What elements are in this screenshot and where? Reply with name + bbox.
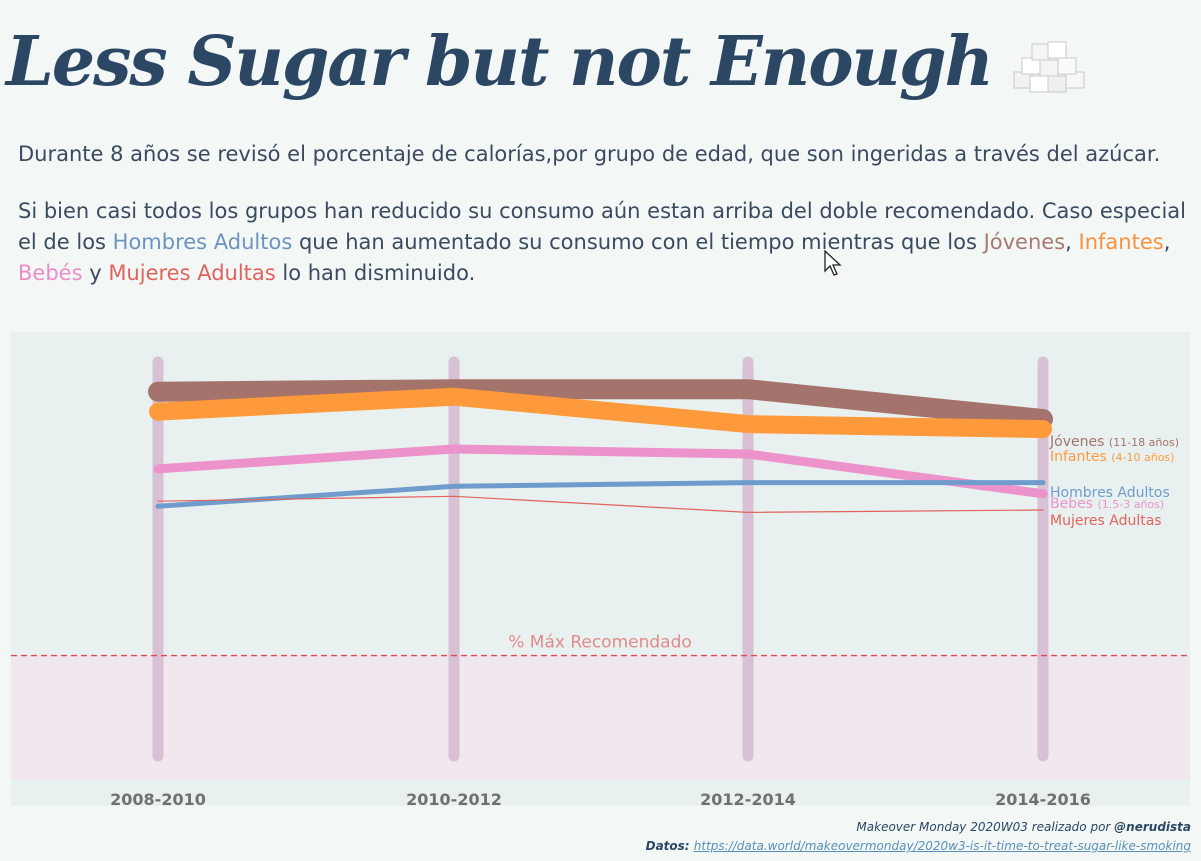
data-source-link[interactable]: https://data.world/makeovermonday/2020w3…: [693, 839, 1191, 853]
x-tick-label: 2010-2012: [406, 790, 502, 809]
highlight-hombres: Hombres Adultos: [112, 230, 293, 254]
series-end-label: Infantes (4-10 años): [1050, 449, 1174, 465]
credit-line: Makeover Monday 2020W03 realizado por @n…: [856, 820, 1191, 834]
data-label: Datos:: [645, 839, 694, 853]
intro-paragraph-2: Si bien casi todos los grupos han reduci…: [18, 196, 1188, 289]
highlight-mujeres: Mujeres Adultas: [108, 261, 276, 285]
intro-text-a: Si bien casi todos los grupos han reduci…: [18, 199, 1187, 254]
sugar-cubes-image: [1013, 41, 1085, 93]
highlight-bebes: Bebés: [18, 261, 83, 285]
mouse-cursor-icon: [824, 250, 842, 276]
intro-text-c: lo han disminuido.: [275, 261, 476, 285]
series-end-label: Mujeres Adultas: [1050, 513, 1162, 529]
series-line: [149, 387, 1052, 439]
series-end-label: Hombres Adultos: [1050, 485, 1170, 501]
recommended-zone: [11, 655, 1190, 780]
intro-line-1: Durante 8 años se revisó el porcentaje d…: [18, 142, 1161, 166]
intro-and: y: [82, 261, 109, 285]
series-line: [148, 379, 1053, 430]
x-tick-label: 2008-2010: [110, 790, 206, 809]
highlight-jovenes: Jóvenes: [983, 230, 1066, 254]
intro-comma-1: ,: [1065, 230, 1072, 254]
series-end-label: Bebes (1.5-3 años): [1050, 496, 1164, 512]
series-end-label: Jóvenes (11-18 años): [1049, 434, 1179, 450]
recommended-label: % Máx Recomendado: [508, 633, 692, 653]
series-line: [157, 495, 1044, 514]
intro-text-b: que han aumentado su consumo con el tiem…: [292, 230, 984, 254]
data-source-line: Datos: https://data.world/makeovermonday…: [646, 839, 1191, 853]
intro-comma-2: ,: [1163, 230, 1171, 254]
credit-prefix: Makeover Monday 2020W03 realizado por: [856, 820, 1115, 834]
series-line: [153, 444, 1048, 499]
page-title: Less Sugar but not Enough: [6, 22, 994, 102]
credit-author: @nerudista: [1114, 820, 1191, 834]
series-line: [155, 480, 1046, 509]
highlight-infantes: Infantes: [1078, 230, 1164, 254]
x-tick-label: 2012-2014: [700, 790, 796, 809]
x-tick-label: 2014-2016: [995, 790, 1091, 809]
